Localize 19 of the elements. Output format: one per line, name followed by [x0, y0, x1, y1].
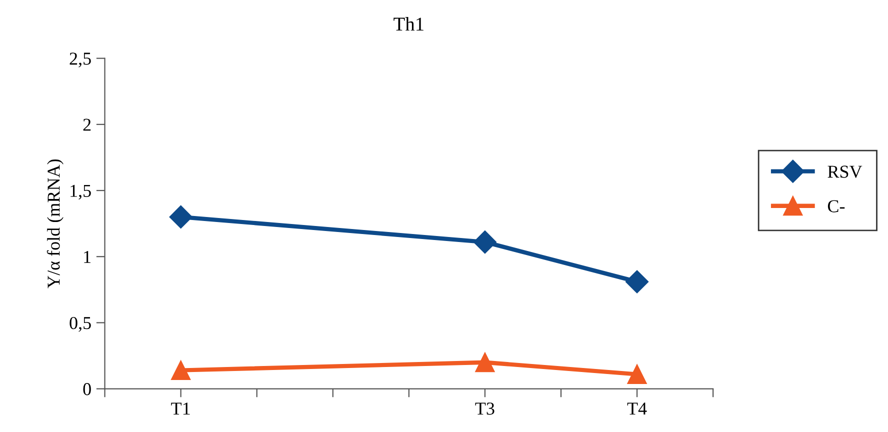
x-tick-label: T4 [627, 402, 647, 415]
y-tick-label: 2,5 [70, 52, 91, 68]
y-axis-title: Y/α fold (mRNA) [46, 159, 64, 288]
y-tick-label: 0 [83, 383, 91, 396]
point [627, 364, 647, 384]
point [169, 205, 192, 228]
y-tick-label: 2 [83, 118, 91, 131]
point [473, 230, 496, 254]
y-tick-label: 1,5 [70, 184, 91, 200]
point [475, 352, 495, 372]
legend-label: RSV [828, 166, 862, 178]
x-tick-label: T3 [475, 402, 494, 415]
point [171, 360, 191, 380]
y-tick-label: 0,5 [70, 316, 91, 332]
legend-label: C- [828, 200, 845, 212]
x-tick-label: T1 [171, 402, 190, 415]
point [626, 270, 649, 294]
y-tick-label: 1 [84, 250, 91, 263]
chart-title: Th1 [394, 17, 424, 31]
